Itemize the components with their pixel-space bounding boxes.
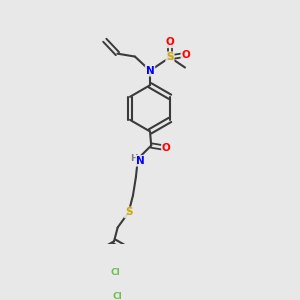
- Text: N: N: [136, 156, 145, 166]
- Text: S: S: [125, 207, 132, 218]
- Text: O: O: [166, 37, 174, 47]
- Text: Cl: Cl: [110, 268, 120, 277]
- Text: H: H: [130, 154, 138, 164]
- Text: O: O: [162, 143, 171, 153]
- Text: N: N: [146, 66, 154, 76]
- Text: Cl: Cl: [113, 292, 122, 300]
- Text: S: S: [166, 52, 174, 62]
- Text: O: O: [182, 50, 190, 60]
